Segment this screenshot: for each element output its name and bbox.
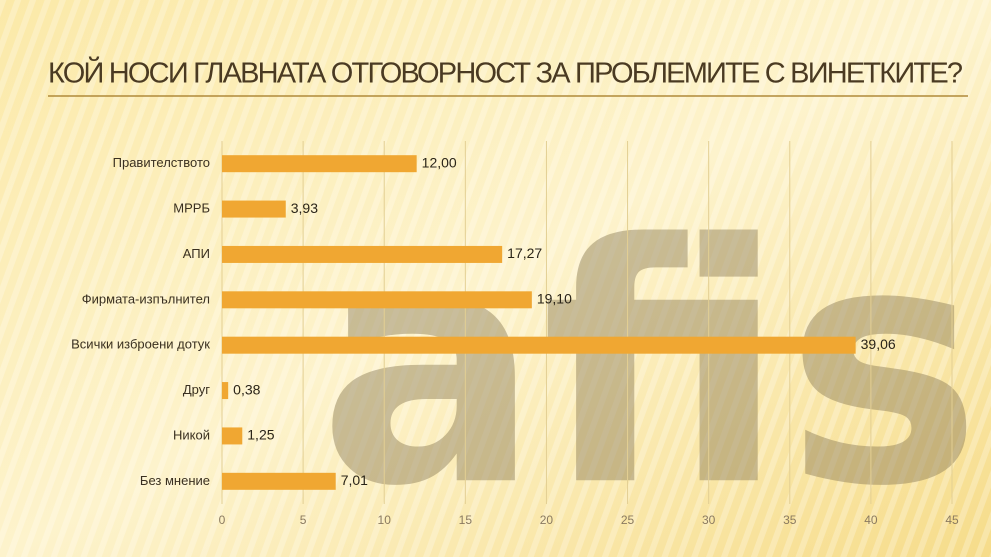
y-tick-label: Правителството	[113, 155, 210, 170]
bar	[222, 155, 417, 173]
y-tick-label: Без мнение	[140, 473, 210, 488]
y-tick-label: МРРБ	[173, 201, 210, 216]
value-label: 39,06	[861, 336, 896, 352]
y-tick-label: Фирмата-изпълнител	[82, 291, 210, 306]
bar	[222, 382, 229, 400]
value-label: 1,25	[247, 427, 274, 443]
value-label: 7,01	[341, 472, 368, 488]
y-tick-label: Друг	[183, 382, 210, 397]
bar	[222, 291, 532, 309]
x-tick-label: 25	[621, 513, 635, 527]
y-tick-label: Никой	[173, 427, 210, 442]
watermark: afis	[318, 174, 982, 557]
x-tick-label: 10	[378, 513, 392, 527]
value-label: 0,38	[233, 381, 260, 397]
bar	[222, 427, 243, 445]
bar	[222, 336, 856, 354]
bar	[222, 472, 336, 490]
value-label: 17,27	[507, 245, 542, 261]
value-label: 12,00	[422, 154, 457, 170]
x-tick-label: 40	[864, 513, 878, 527]
value-label: 3,93	[291, 200, 318, 216]
x-tick-label: 45	[945, 513, 959, 527]
bar	[222, 245, 503, 263]
x-tick-label: 5	[300, 513, 307, 527]
x-tick-label: 35	[783, 513, 797, 527]
x-tick-label: 20	[540, 513, 554, 527]
y-tick-label: Всички изброени дотук	[71, 337, 210, 352]
x-tick-label: 30	[702, 513, 716, 527]
x-tick-label: 15	[459, 513, 473, 527]
x-tick-label: 0	[219, 513, 226, 527]
bar	[222, 200, 286, 218]
chart-title: КОЙ НОСИ ГЛАВНАТА ОТГОВОРНОСТ ЗА ПРОБЛЕМ…	[48, 56, 963, 90]
y-tick-label: АПИ	[183, 246, 210, 261]
value-label: 19,10	[537, 291, 572, 307]
